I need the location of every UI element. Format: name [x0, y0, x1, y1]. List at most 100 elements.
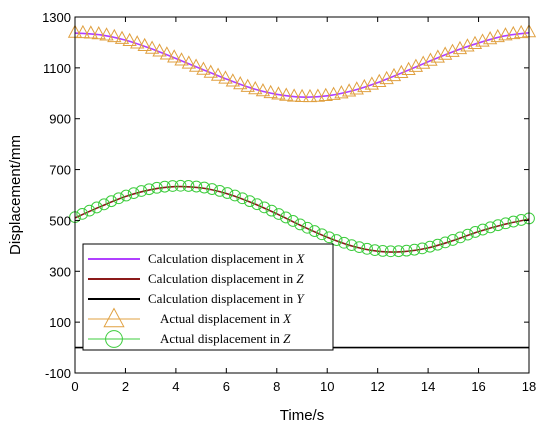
x-axis-label: Time/s [280, 407, 324, 424]
data-point-triangle [114, 30, 130, 44]
data-point-circle [83, 204, 96, 217]
y-tick-label: 300 [49, 264, 71, 279]
data-point-triangle [174, 52, 189, 66]
y-tick-label: 900 [49, 112, 71, 127]
y-tick-label: -100 [45, 366, 71, 381]
x-ticks: 0 2 4 6 8 10 12 14 16 18 [71, 17, 536, 394]
marker-guide [75, 186, 529, 252]
y-tick-label: 1100 [43, 61, 71, 76]
data-point-triangle [196, 61, 211, 75]
data-point-triangle [326, 86, 341, 100]
data-point-triangle [287, 88, 302, 102]
data-point-circle [361, 242, 373, 255]
data-point-circle [384, 245, 397, 258]
data-point-triangle [130, 35, 145, 49]
data-point-triangle [294, 88, 310, 103]
data-point-circle [315, 228, 328, 241]
data-point-triangle [99, 27, 114, 41]
data-point-triangle [83, 25, 98, 39]
data-point-triangle [122, 32, 137, 47]
data-point-circle [461, 228, 474, 241]
data-point-circle [424, 240, 436, 253]
x-tick-label: 6 [223, 379, 230, 394]
data-point-triangle [379, 70, 394, 85]
x-tick-label: 12 [370, 379, 384, 394]
x-tick-label: 18 [522, 379, 536, 394]
data-point-circle [499, 217, 512, 230]
data-point-triangle [430, 49, 445, 63]
y-tick-label: 700 [49, 163, 71, 178]
legend-marker-circle [105, 330, 123, 348]
data-point-circle [323, 231, 336, 244]
y-tick-label: 100 [49, 315, 71, 330]
data-point-circle [265, 204, 278, 217]
data-point-triangle [225, 73, 240, 87]
data-point-circle [206, 183, 218, 195]
data-point-circle [376, 245, 389, 257]
data-point-circle [301, 221, 314, 234]
data-point-circle [166, 180, 179, 192]
y-axis-label: Displacement/mm [7, 135, 24, 255]
y-ticks: -100 100 300 500 700 900 1100 1300 [42, 10, 529, 381]
data-point-triangle [75, 24, 91, 39]
data-point-circle [408, 243, 421, 256]
data-point-circle [258, 201, 271, 214]
y-tick-label: 1300 [42, 10, 71, 25]
data-point-triangle [203, 64, 218, 78]
data-point-circle [368, 244, 381, 256]
x-tick-label: 14 [421, 379, 435, 394]
data-point-triangle [233, 76, 248, 90]
data-point-circle [330, 234, 343, 246]
plot-frame [74, 16, 530, 374]
data-point-triangle [401, 61, 416, 75]
series-line-x [74, 31, 530, 98]
data-point-triangle [318, 87, 333, 101]
data-point-circle [431, 238, 444, 251]
data-point-circle [236, 192, 249, 205]
data-point-circle [120, 189, 133, 202]
data-point-circle [439, 236, 452, 249]
data-point-circle [308, 225, 321, 237]
data-point-circle [213, 184, 226, 197]
data-point-circle [251, 198, 263, 211]
data-point-triangle [240, 78, 255, 92]
data-point-triangle [248, 80, 263, 95]
data-point-triangle [210, 67, 226, 81]
data-point-circle [484, 221, 497, 234]
legend-label: Actual displacement in X [160, 311, 292, 326]
data-point-circle [127, 187, 140, 200]
data-point-triangle [506, 25, 521, 40]
legend-label: Actual displacement in Z [160, 331, 291, 346]
data-point-triangle [107, 28, 122, 43]
data-point-circle [294, 218, 307, 231]
data-point-triangle [144, 40, 160, 54]
data-point-circle [229, 189, 241, 202]
data-point-triangle [152, 43, 167, 57]
data-point-circle [492, 219, 504, 232]
data-point-circle [135, 185, 148, 197]
data-point-circle [243, 195, 256, 208]
data-point-circle [158, 180, 171, 193]
data-point-circle [476, 223, 489, 236]
data-point-circle [353, 241, 366, 254]
data-point-triangle [279, 87, 294, 101]
data-point-triangle [255, 83, 271, 97]
data-point-circle [287, 215, 299, 227]
x-tick-label: 0 [71, 379, 78, 394]
data-point-triangle [181, 55, 196, 69]
data-point-circle [112, 192, 125, 205]
data-point-circle [280, 211, 292, 224]
legend: Calculation displacement in X Calculation… [82, 243, 334, 351]
data-point-triangle [167, 49, 182, 63]
data-point-circle [469, 226, 482, 238]
data-point-circle [416, 242, 429, 255]
legend-box [82, 243, 334, 351]
data-point-circle [400, 244, 413, 257]
data-point-triangle [159, 46, 175, 60]
x-tick-label: 4 [172, 379, 179, 394]
x-tick-label: 16 [471, 379, 485, 394]
data-point-circle [507, 215, 520, 228]
data-point-triangle [263, 84, 278, 99]
data-point-circle [143, 183, 155, 196]
